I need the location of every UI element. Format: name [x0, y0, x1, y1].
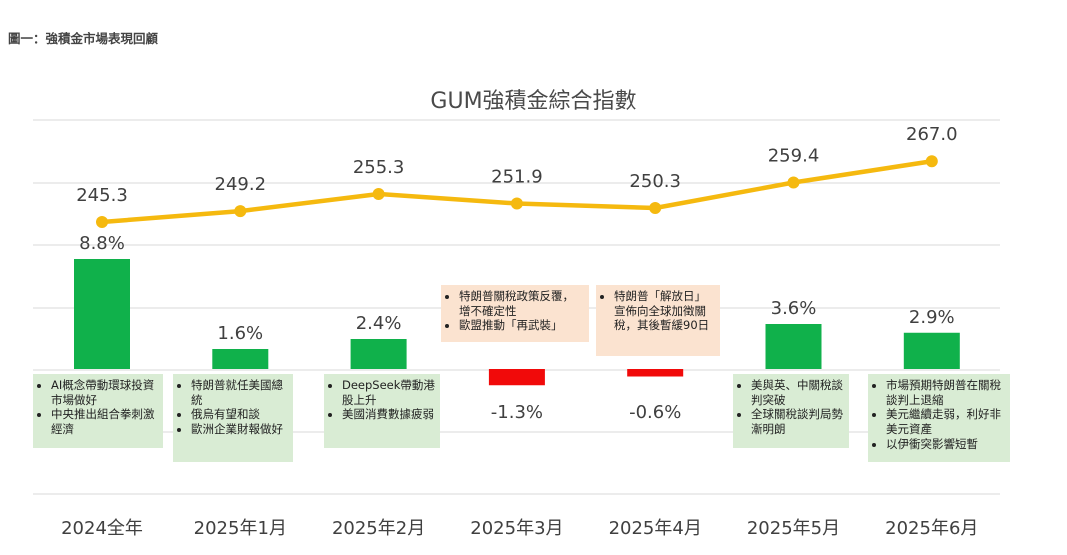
index-point — [372, 188, 385, 200]
chart-title: GUM強積金綜合指數 — [430, 89, 637, 114]
x-tick-label: 2025年4月 — [609, 518, 702, 539]
annotation-item: 全球關稅談判局勢漸明朗 — [751, 407, 844, 436]
bar — [212, 349, 269, 369]
bar — [765, 324, 822, 369]
x-tick-label: 2025年1月 — [194, 518, 287, 539]
index-value-label: 255.3 — [353, 157, 405, 178]
annotation-list: 市場預期特朗普在關稅談判上退縮美元繼續走弱，利好非美元資產以伊衝突影響短暫 — [872, 378, 1005, 452]
index-value-label: 249.2 — [215, 174, 267, 195]
x-tick-label: 2025年2月 — [332, 518, 425, 539]
data-labels: 8.8% 1.6% 2.4% -1.3% -0.6% 3.6% 2.9% 245.3 249.2… — [76, 124, 957, 423]
bar-value-label: -0.6% — [629, 402, 681, 423]
annotation-item: 歐洲企業財報做好 — [191, 422, 288, 437]
annotation-list: 特朗普「解放日」宣佈向全球加徵關稅，其後暫緩90日 — [600, 289, 715, 333]
bar-value-label: 2.9% — [909, 307, 955, 328]
bars — [74, 259, 960, 386]
bar — [74, 259, 130, 369]
index-line — [96, 155, 938, 228]
annotation-item: 特朗普關稅政策反覆，增不確定性 — [459, 289, 584, 318]
bar — [627, 369, 684, 377]
annotation-item: 美與英、中關稅談判突破 — [751, 378, 844, 407]
annotation-item: AI概念帶動環球投資市場做好 — [51, 378, 158, 407]
annotation-item: 美元繼續走弱，利好非美元資產 — [886, 407, 1005, 436]
annotation-list: 美與英、中關稅談判突破全球關稅談判局勢漸明朗 — [737, 378, 844, 437]
bar — [350, 339, 407, 369]
index-point — [925, 155, 938, 168]
figure-label: 圖一：強積金市場表現回顧 — [8, 31, 159, 46]
index-value-label: 267.0 — [906, 124, 958, 145]
index-point — [649, 202, 662, 214]
x-tick-label: 2025年3月 — [470, 518, 563, 539]
index-value-label: 250.3 — [629, 171, 681, 192]
annotation-box: 特朗普「解放日」宣佈向全球加徵關稅，其後暫緩90日 — [596, 285, 720, 356]
annotation-box: AI概念帶動環球投資市場做好中央推出組合拳刺激經濟 — [33, 374, 163, 448]
index-point — [510, 197, 523, 210]
annotation-item: 俄烏有望和談 — [191, 407, 288, 422]
annotation-item: 美國消費數據疲弱 — [342, 407, 435, 422]
annotation-list: DeepSeek帶動港股上升美國消費數據疲弱 — [328, 378, 435, 422]
annotation-box: 特朗普關稅政策反覆，增不確定性歐盟推動「再武裝」 — [441, 285, 589, 342]
annotation-box: 美與英、中關稅談判突破全球關稅談判局勢漸明朗 — [733, 374, 849, 448]
bar-value-label: 3.6% — [771, 298, 817, 319]
annotation-list: 特朗普就任美國總統俄烏有望和談歐洲企業財報做好 — [177, 378, 288, 437]
annotation-item: 特朗普就任美國總統 — [191, 378, 288, 407]
index-value-label: 245.3 — [76, 185, 128, 206]
annotation-item: 特朗普「解放日」宣佈向全球加徵關稅，其後暫緩90日 — [614, 289, 715, 333]
bar-value-label: 1.6% — [217, 323, 263, 344]
bar — [488, 369, 545, 386]
index-value-label: 259.4 — [768, 146, 820, 167]
x-tick-label: 2025年6月 — [885, 518, 978, 539]
annotation-item: 市場預期特朗普在關稅談判上退縮 — [886, 378, 1005, 407]
bar — [903, 332, 960, 369]
annotation-item: DeepSeek帶動港股上升 — [342, 378, 435, 407]
x-tick-label: 2024全年 — [61, 518, 143, 539]
annotation-item: 中央推出組合拳刺激經濟 — [51, 407, 158, 436]
annotation-box: 市場預期特朗普在關稅談判上退縮美元繼續走弱，利好非美元資產以伊衝突影響短暫 — [868, 374, 1010, 462]
annotation-box: 特朗普就任美國總統俄烏有望和談歐洲企業財報做好 — [173, 374, 293, 462]
annotation-item: 歐盟推動「再武裝」 — [459, 318, 584, 333]
index-point — [234, 205, 247, 218]
annotation-item: 以伊衝突影響短暫 — [886, 437, 1005, 452]
x-tick-label: 2025年5月 — [747, 518, 840, 539]
bar-value-label: 2.4% — [356, 313, 402, 334]
bar-value-label: -1.3% — [491, 402, 543, 423]
annotation-box: DeepSeek帶動港股上升美國消費數據疲弱 — [324, 374, 440, 448]
annotation-list: AI概念帶動環球投資市場做好中央推出組合拳刺激經濟 — [37, 378, 158, 437]
index-point — [96, 216, 108, 228]
index-value-label: 251.9 — [491, 167, 543, 188]
x-axis-labels: 2024全年 2025年1月 2025年2月 2025年3月 2025年4月 2025年5… — [61, 518, 978, 539]
annotation-list: 特朗普關稅政策反覆，增不確定性歐盟推動「再武裝」 — [445, 289, 584, 333]
bar-value-label: 8.8% — [79, 233, 125, 254]
index-point — [787, 176, 800, 189]
